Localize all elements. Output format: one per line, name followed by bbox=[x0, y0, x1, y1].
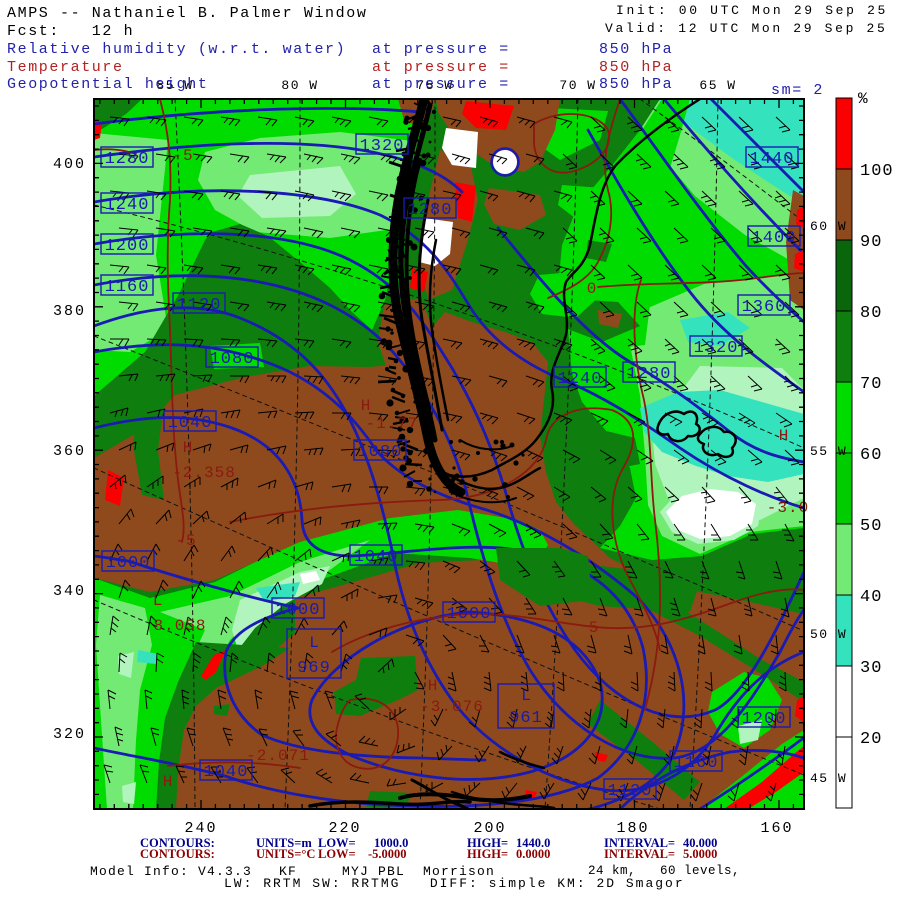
svg-text:%: % bbox=[858, 90, 868, 108]
svg-text:1040: 1040 bbox=[168, 414, 213, 433]
svg-text:380: 380 bbox=[53, 303, 86, 320]
svg-text:1320: 1320 bbox=[694, 339, 739, 358]
svg-text:70 W: 70 W bbox=[559, 78, 596, 93]
svg-text:8.058: 8.058 bbox=[153, 617, 206, 635]
svg-text:1160: 1160 bbox=[674, 754, 719, 773]
svg-text:H: H bbox=[183, 439, 194, 457]
svg-text:85 W: 85 W bbox=[156, 78, 193, 93]
svg-text:75 W: 75 W bbox=[416, 78, 453, 93]
svg-text:340: 340 bbox=[53, 583, 86, 600]
svg-text:70: 70 bbox=[860, 375, 882, 394]
svg-text:1200: 1200 bbox=[742, 710, 787, 729]
svg-text:320: 320 bbox=[53, 726, 86, 743]
svg-text:65 W: 65 W bbox=[699, 78, 736, 93]
svg-text:1000: 1000 bbox=[276, 601, 321, 620]
svg-text:1000: 1000 bbox=[106, 554, 151, 573]
svg-text:90: 90 bbox=[860, 233, 882, 252]
svg-text:80: 80 bbox=[860, 304, 882, 323]
svg-text:1200: 1200 bbox=[105, 237, 150, 256]
svg-text:80 W: 80 W bbox=[281, 78, 318, 93]
svg-text:1120: 1120 bbox=[608, 782, 653, 801]
svg-text:961: 961 bbox=[509, 709, 543, 728]
svg-text:1400: 1400 bbox=[752, 229, 797, 248]
svg-text:100: 100 bbox=[860, 162, 894, 181]
svg-text:1280: 1280 bbox=[105, 150, 150, 169]
svg-text:45 W: 45 W bbox=[810, 771, 847, 786]
svg-text:1240: 1240 bbox=[558, 370, 603, 389]
svg-text:1120: 1120 bbox=[177, 296, 222, 315]
svg-text:1000: 1000 bbox=[447, 605, 492, 624]
svg-text:1280: 1280 bbox=[408, 201, 453, 220]
svg-text:360: 360 bbox=[53, 443, 86, 460]
svg-text:L: L bbox=[521, 687, 531, 705]
svg-text:1320: 1320 bbox=[360, 137, 405, 156]
svg-text:1360: 1360 bbox=[742, 298, 787, 317]
svg-text:5: 5 bbox=[589, 619, 600, 637]
svg-text:200: 200 bbox=[473, 820, 506, 837]
svg-text:1280: 1280 bbox=[627, 365, 672, 384]
svg-text:H: H bbox=[163, 773, 174, 791]
svg-text:H: H bbox=[779, 427, 790, 445]
svg-text:L: L bbox=[309, 634, 319, 652]
svg-text:969: 969 bbox=[297, 659, 331, 678]
svg-text:400: 400 bbox=[53, 156, 86, 173]
svg-text:-2.071: -2.071 bbox=[246, 747, 310, 765]
svg-text:50: 50 bbox=[860, 517, 882, 536]
svg-text:1040: 1040 bbox=[354, 548, 399, 567]
svg-text:20: 20 bbox=[860, 730, 882, 749]
svg-text:-3.076: -3.076 bbox=[420, 698, 484, 716]
svg-text:-1.77: -1.77 bbox=[365, 415, 418, 433]
svg-text:-5: -5 bbox=[175, 532, 196, 550]
svg-text:220: 220 bbox=[328, 820, 361, 837]
svg-text:1080: 1080 bbox=[210, 350, 255, 369]
svg-text:-3.0: -3.0 bbox=[767, 499, 809, 517]
svg-text:-2.358: -2.358 bbox=[172, 464, 236, 482]
svg-text:L: L bbox=[153, 592, 164, 610]
svg-text:-5: -5 bbox=[172, 147, 193, 165]
svg-text:60: 60 bbox=[860, 446, 882, 465]
svg-text:30: 30 bbox=[860, 659, 882, 678]
svg-text:180: 180 bbox=[616, 820, 649, 837]
svg-text:240: 240 bbox=[184, 820, 217, 837]
svg-text:50 W: 50 W bbox=[810, 627, 847, 642]
svg-text:H: H bbox=[361, 397, 372, 415]
svg-text:160: 160 bbox=[760, 820, 793, 837]
svg-text:1440: 1440 bbox=[750, 150, 795, 169]
svg-text:40: 40 bbox=[860, 588, 882, 607]
svg-text:1160: 1160 bbox=[105, 278, 150, 297]
svg-text:0: 0 bbox=[587, 280, 598, 298]
svg-text:1240: 1240 bbox=[105, 196, 150, 215]
svg-text:1080: 1080 bbox=[358, 443, 403, 462]
svg-text:1040: 1040 bbox=[204, 763, 249, 782]
svg-text:H: H bbox=[428, 677, 439, 695]
svg-text:55 W: 55 W bbox=[810, 444, 847, 459]
svg-text:60 W: 60 W bbox=[810, 219, 847, 234]
